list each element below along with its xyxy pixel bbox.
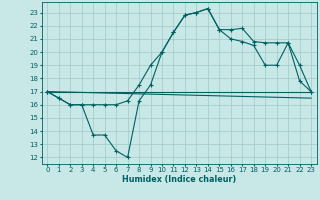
X-axis label: Humidex (Indice chaleur): Humidex (Indice chaleur) [122,175,236,184]
